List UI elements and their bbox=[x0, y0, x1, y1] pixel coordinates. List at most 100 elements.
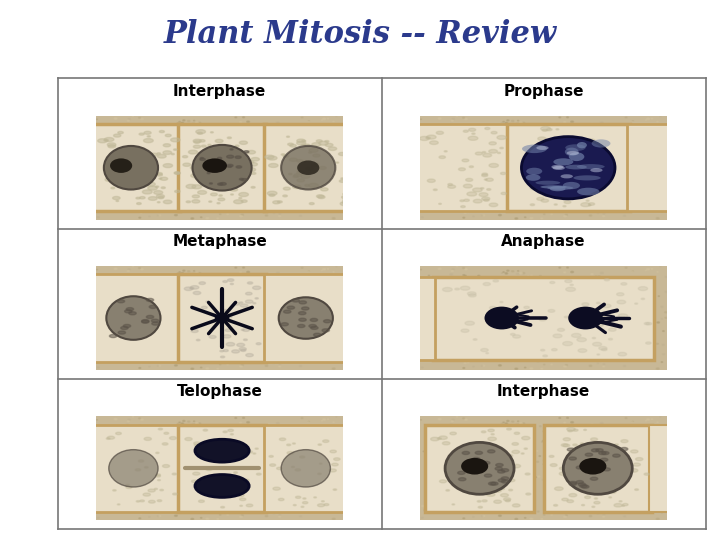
Ellipse shape bbox=[552, 349, 557, 351]
Ellipse shape bbox=[588, 202, 590, 204]
Ellipse shape bbox=[195, 475, 249, 497]
Ellipse shape bbox=[496, 463, 503, 467]
Ellipse shape bbox=[467, 292, 476, 295]
Ellipse shape bbox=[498, 152, 500, 153]
Ellipse shape bbox=[325, 140, 329, 142]
Ellipse shape bbox=[264, 202, 266, 204]
Ellipse shape bbox=[656, 368, 659, 369]
Ellipse shape bbox=[271, 276, 274, 277]
Ellipse shape bbox=[139, 468, 140, 469]
Ellipse shape bbox=[469, 166, 474, 167]
Ellipse shape bbox=[495, 163, 498, 164]
Ellipse shape bbox=[139, 117, 140, 118]
Ellipse shape bbox=[532, 462, 535, 463]
Ellipse shape bbox=[110, 491, 113, 492]
Ellipse shape bbox=[315, 334, 316, 335]
Ellipse shape bbox=[481, 348, 488, 352]
Ellipse shape bbox=[594, 168, 603, 172]
Ellipse shape bbox=[151, 319, 158, 322]
Ellipse shape bbox=[256, 343, 261, 345]
Ellipse shape bbox=[512, 450, 520, 454]
Ellipse shape bbox=[207, 465, 209, 466]
Ellipse shape bbox=[171, 153, 174, 155]
Ellipse shape bbox=[143, 212, 145, 213]
Ellipse shape bbox=[600, 423, 603, 424]
Ellipse shape bbox=[535, 176, 536, 177]
Ellipse shape bbox=[501, 192, 506, 194]
Ellipse shape bbox=[503, 422, 504, 423]
Ellipse shape bbox=[421, 517, 423, 518]
Ellipse shape bbox=[145, 202, 147, 203]
Ellipse shape bbox=[323, 200, 325, 201]
Ellipse shape bbox=[251, 172, 256, 174]
Ellipse shape bbox=[241, 364, 243, 366]
Ellipse shape bbox=[595, 441, 597, 442]
Ellipse shape bbox=[106, 171, 116, 174]
Bar bbox=[178, 274, 266, 362]
Ellipse shape bbox=[490, 306, 496, 309]
Ellipse shape bbox=[152, 306, 153, 307]
Ellipse shape bbox=[556, 168, 562, 171]
Ellipse shape bbox=[601, 348, 607, 350]
Ellipse shape bbox=[436, 131, 444, 134]
Ellipse shape bbox=[473, 366, 474, 367]
Ellipse shape bbox=[508, 510, 510, 511]
Ellipse shape bbox=[479, 449, 481, 450]
Ellipse shape bbox=[505, 454, 513, 457]
Ellipse shape bbox=[574, 127, 576, 128]
Ellipse shape bbox=[556, 129, 559, 130]
Ellipse shape bbox=[564, 341, 567, 342]
Ellipse shape bbox=[193, 292, 201, 294]
Ellipse shape bbox=[160, 489, 163, 491]
Ellipse shape bbox=[183, 163, 191, 166]
Ellipse shape bbox=[561, 153, 562, 154]
Ellipse shape bbox=[109, 444, 112, 446]
Ellipse shape bbox=[175, 190, 180, 193]
Ellipse shape bbox=[532, 305, 534, 306]
Ellipse shape bbox=[193, 472, 200, 475]
Ellipse shape bbox=[112, 197, 120, 200]
Ellipse shape bbox=[639, 334, 640, 335]
Ellipse shape bbox=[240, 467, 242, 468]
Ellipse shape bbox=[643, 491, 645, 492]
Ellipse shape bbox=[318, 444, 322, 446]
Ellipse shape bbox=[495, 467, 503, 470]
Ellipse shape bbox=[323, 118, 325, 119]
Ellipse shape bbox=[465, 321, 474, 325]
Ellipse shape bbox=[472, 188, 482, 192]
Ellipse shape bbox=[564, 215, 567, 217]
Ellipse shape bbox=[661, 168, 662, 169]
Ellipse shape bbox=[156, 474, 161, 476]
Ellipse shape bbox=[141, 118, 143, 120]
Ellipse shape bbox=[479, 510, 482, 511]
Ellipse shape bbox=[327, 480, 330, 481]
Ellipse shape bbox=[276, 467, 282, 470]
Ellipse shape bbox=[198, 423, 201, 424]
Ellipse shape bbox=[109, 450, 158, 487]
Ellipse shape bbox=[557, 195, 563, 198]
Ellipse shape bbox=[237, 343, 245, 347]
Ellipse shape bbox=[279, 498, 284, 501]
Ellipse shape bbox=[447, 176, 450, 177]
Ellipse shape bbox=[164, 127, 166, 129]
Ellipse shape bbox=[300, 366, 302, 367]
Ellipse shape bbox=[182, 477, 184, 478]
Ellipse shape bbox=[258, 190, 261, 191]
Ellipse shape bbox=[652, 307, 654, 308]
Ellipse shape bbox=[461, 347, 462, 348]
Ellipse shape bbox=[104, 190, 105, 191]
Ellipse shape bbox=[198, 122, 201, 124]
Ellipse shape bbox=[127, 165, 129, 166]
Ellipse shape bbox=[282, 154, 285, 156]
Ellipse shape bbox=[574, 158, 577, 160]
Ellipse shape bbox=[647, 350, 649, 352]
Ellipse shape bbox=[428, 190, 429, 191]
Ellipse shape bbox=[471, 491, 472, 492]
Ellipse shape bbox=[194, 165, 199, 167]
Ellipse shape bbox=[560, 340, 562, 341]
Ellipse shape bbox=[183, 453, 185, 454]
Ellipse shape bbox=[243, 339, 247, 341]
Ellipse shape bbox=[564, 161, 572, 165]
Ellipse shape bbox=[164, 433, 168, 434]
Ellipse shape bbox=[218, 162, 226, 165]
